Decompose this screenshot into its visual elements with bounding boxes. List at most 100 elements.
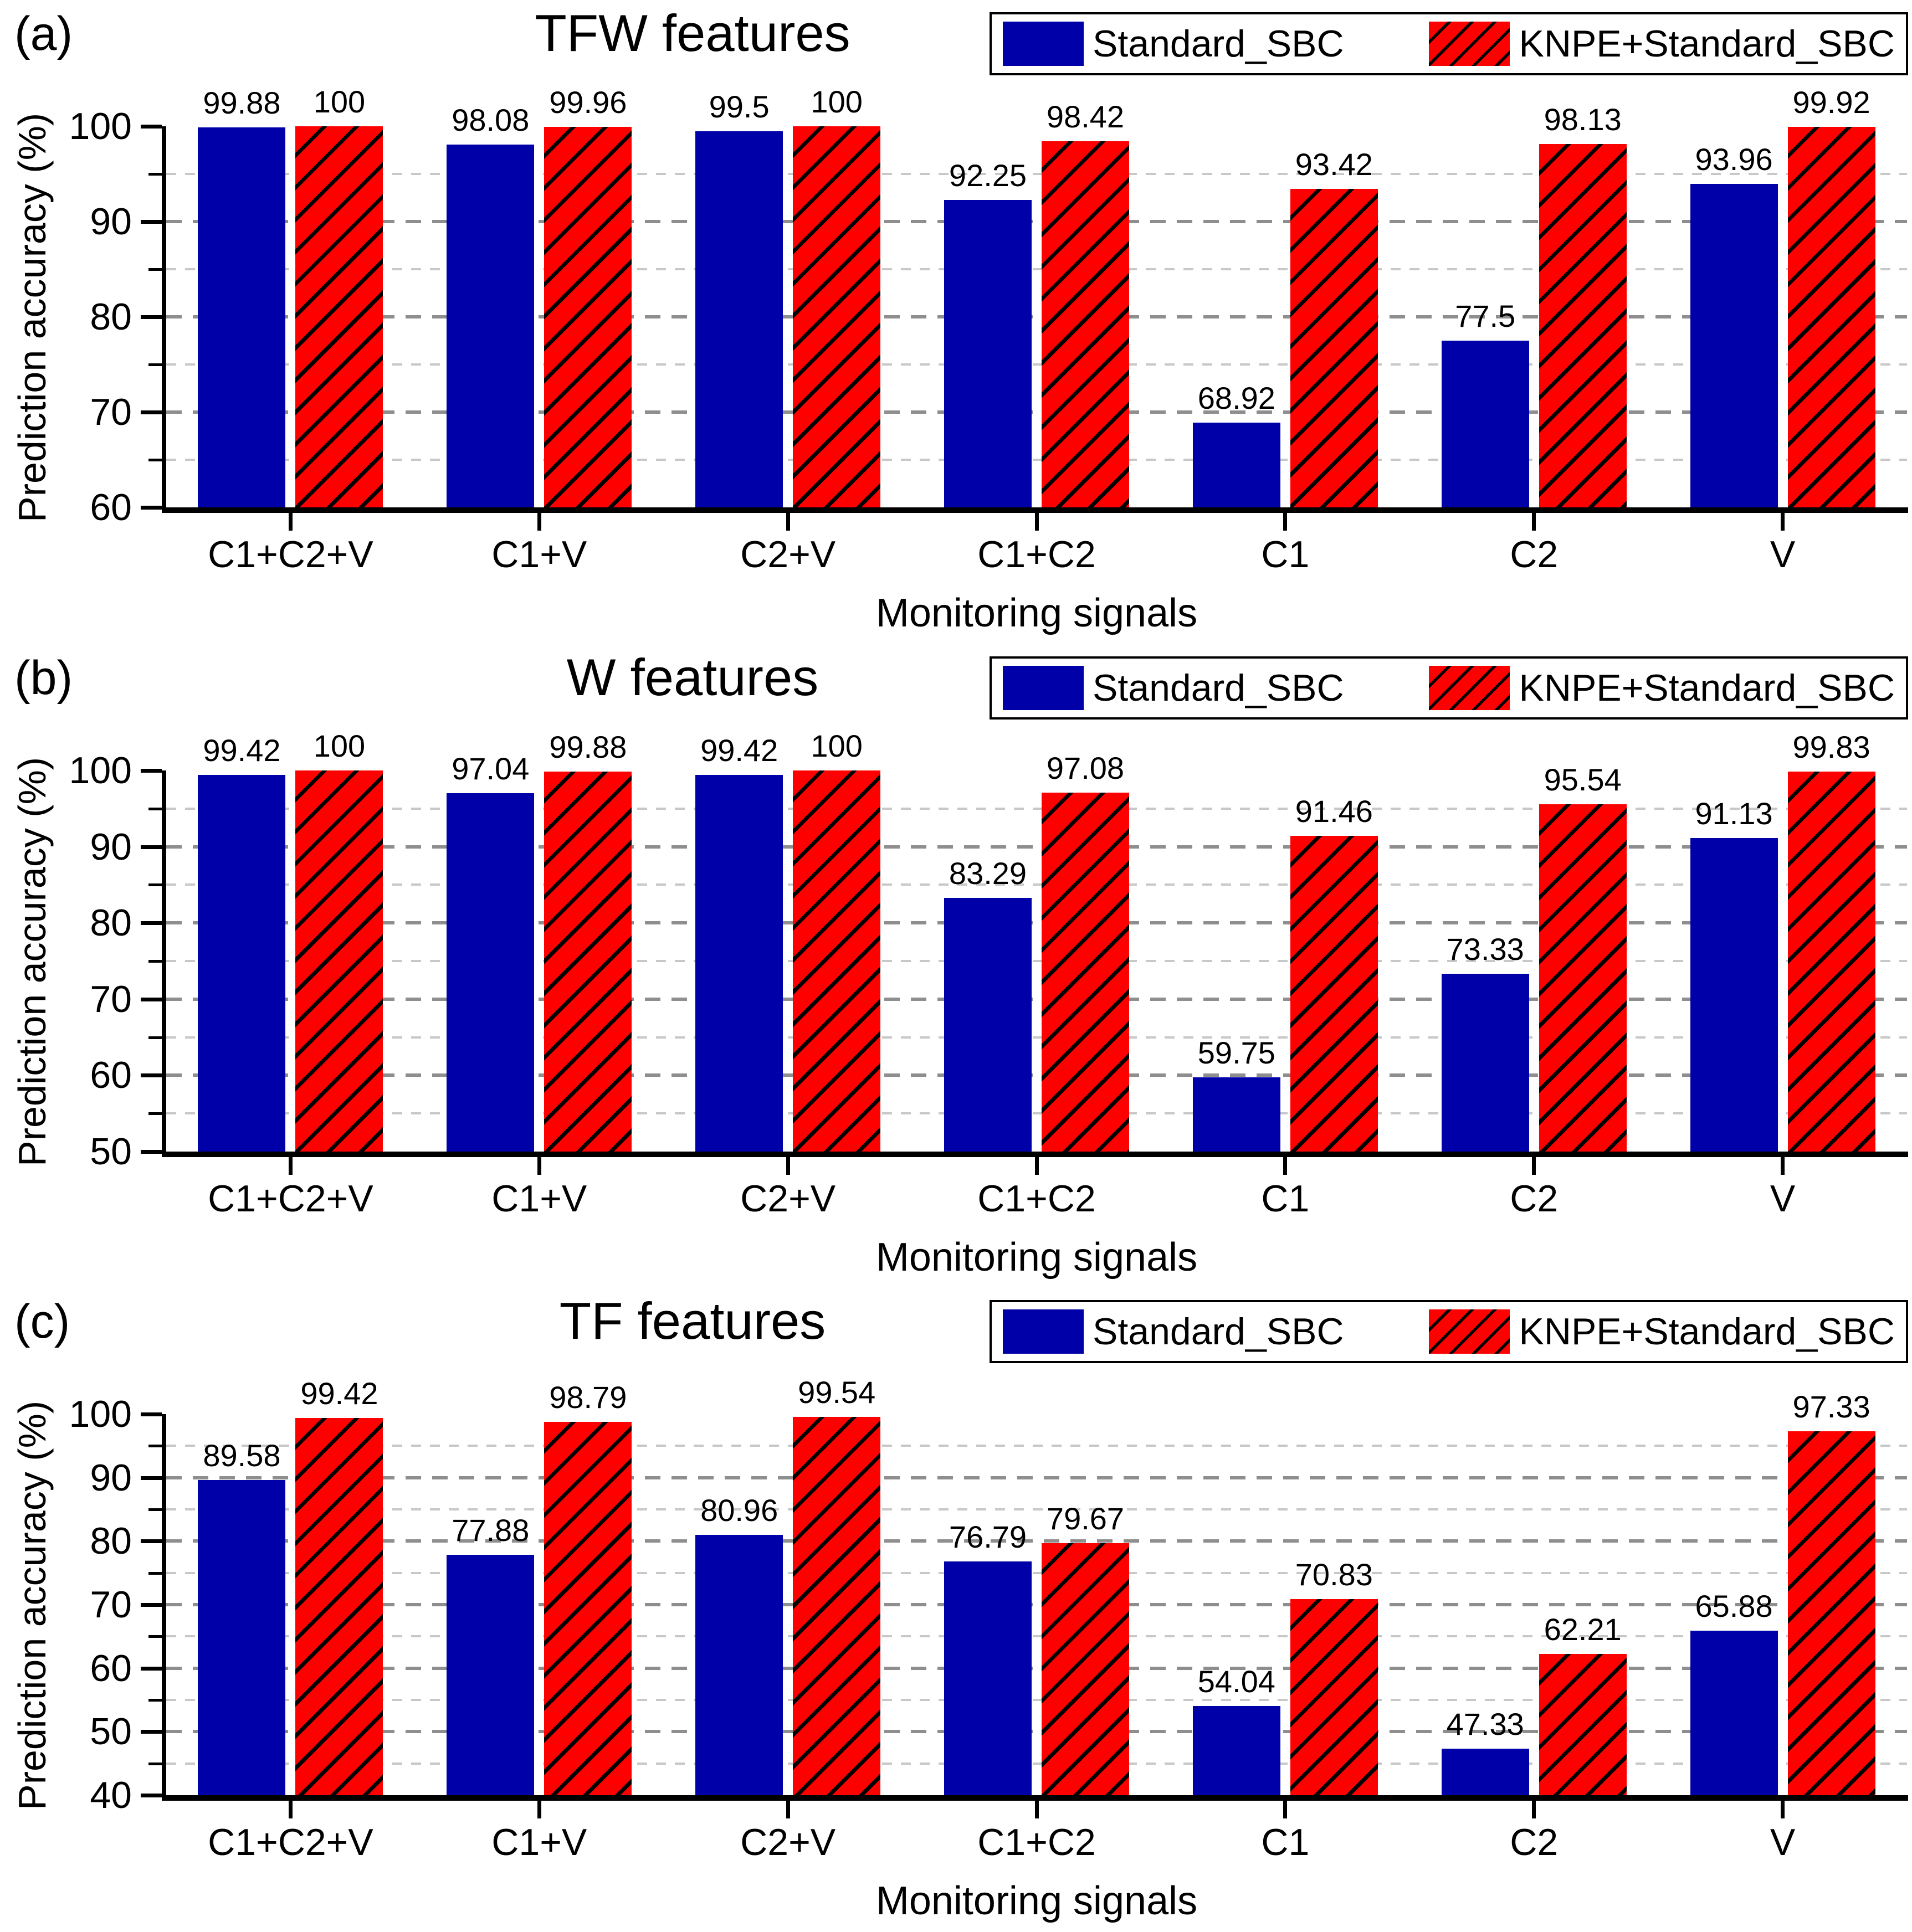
y-tick-minor (148, 1762, 162, 1765)
y-axis-title: Prediction accuracy (%) (11, 757, 54, 1167)
x-axis-spine (162, 507, 1908, 513)
y-tick-minor (148, 1445, 162, 1448)
legend-label: Standard_SBC (1093, 667, 1344, 709)
bar-value-label: 62.21 (1544, 1612, 1622, 1647)
bar-value-label: 99.88 (549, 729, 627, 764)
y-tick-major (141, 125, 162, 129)
bar-value-label: 99.83 (1792, 729, 1870, 765)
bar-value-label: 91.13 (1695, 796, 1773, 831)
bar-value-label: 97.33 (1792, 1389, 1870, 1424)
y-tick-major (141, 1412, 162, 1416)
bar-knpe-standard-sbc (544, 126, 632, 507)
x-category-label: C2 (1510, 1178, 1559, 1220)
bar-knpe-standard-sbc (793, 770, 881, 1152)
gridline-minor (166, 1445, 1907, 1447)
bar-value-label: 95.54 (1544, 762, 1622, 798)
gridline-major (166, 1666, 1907, 1670)
y-tick-minor (148, 268, 162, 271)
plot-area-a: 99.88 100 98.08 99.96 99.5 100 92.25 98.42 68.92… (166, 84, 1907, 507)
bar-value-label: 99.42 (203, 732, 281, 768)
x-category-label: C1+C2 (977, 1178, 1096, 1220)
y-tick-minor (148, 1699, 162, 1702)
y-tick-major (141, 506, 162, 510)
bar-value-label: 47.33 (1446, 1706, 1524, 1741)
bar-knpe-standard-sbc (1539, 804, 1627, 1152)
bar-value-label: 99.42 (300, 1375, 378, 1411)
y-tick-label: 100 (69, 749, 132, 792)
y-tick-label: 90 (90, 201, 132, 243)
y-tick-major (141, 220, 162, 224)
bar-knpe-standard-sbc (1787, 1431, 1875, 1795)
bar-knpe-standard-sbc (1290, 835, 1378, 1152)
bar-value-label: 98.79 (549, 1379, 627, 1415)
bar-value-label: 65.88 (1695, 1589, 1773, 1624)
x-tick (1283, 513, 1288, 531)
x-tick (537, 513, 541, 531)
bar-standard-sbc (1192, 1706, 1280, 1795)
chart-panel-a: (a) TFW features Standard_SBC KNPE+Standard… (0, 0, 1912, 644)
y-tick-label: 60 (90, 1647, 132, 1689)
gridline-major (166, 410, 1907, 414)
bar-value-label: 70.83 (1295, 1557, 1373, 1592)
bar-knpe-standard-sbc (1290, 189, 1378, 507)
bar-standard-sbc (944, 897, 1032, 1152)
x-category-label: C2+V (740, 1178, 836, 1220)
legend-label: KNPE+Standard_SBC (1519, 667, 1895, 709)
y-tick-label: 50 (90, 1710, 132, 1753)
legend-swatch-standard-sbc (1003, 22, 1084, 66)
x-category-label: C2 (1510, 1821, 1559, 1863)
y-tick-major (141, 845, 162, 849)
y-tick-major (141, 410, 162, 414)
bar-knpe-standard-sbc (1787, 127, 1875, 507)
bar-value-label: 97.04 (452, 751, 530, 786)
gridline-minor (166, 1508, 1907, 1510)
x-axis-title: Monitoring signals (875, 591, 1198, 635)
y-tick-label: 80 (90, 1520, 132, 1563)
x-tick (1781, 1801, 1785, 1818)
x-tick (1532, 513, 1536, 531)
x-category-label: C2 (1510, 533, 1559, 576)
bar-knpe-standard-sbc (1787, 772, 1875, 1152)
bar-knpe-standard-sbc (544, 1421, 632, 1795)
bar-standard-sbc (944, 1561, 1032, 1795)
y-tick-major (141, 315, 162, 319)
y-tick-minor (148, 459, 162, 461)
y-tick-label: 80 (90, 296, 132, 338)
bar-value-label: 98.13 (1544, 102, 1622, 137)
bar-value-label: 73.33 (1446, 931, 1524, 967)
y-tick-major (141, 1539, 162, 1544)
x-category-label: C1+V (491, 1178, 587, 1220)
bar-standard-sbc (1192, 1077, 1280, 1152)
y-tick-major (141, 1730, 162, 1734)
legend: Standard_SBC KNPE+Standard_SBC (990, 656, 1908, 720)
gridline-major (166, 1073, 1907, 1077)
x-category-label: C1+C2 (977, 1821, 1096, 1863)
bar-value-label: 59.75 (1197, 1035, 1275, 1070)
x-tick (1283, 1801, 1288, 1818)
y-tick-major (141, 1603, 162, 1607)
bar-standard-sbc (1441, 341, 1529, 507)
gridline-major (166, 1730, 1907, 1734)
bar-value-label: 99.92 (1792, 85, 1870, 120)
bar-knpe-standard-sbc (295, 126, 383, 507)
bar-value-label: 97.08 (1046, 751, 1125, 786)
y-tick-label: 50 (90, 1131, 132, 1173)
chart-title-b: W features (566, 648, 819, 706)
legend-label: Standard_SBC (1093, 23, 1344, 65)
y-tick-label: 60 (90, 1054, 132, 1097)
bar-standard-sbc (695, 774, 783, 1152)
y-tick-major (141, 1150, 162, 1154)
bar-knpe-standard-sbc (1290, 1599, 1378, 1795)
y-axis-spine (162, 126, 166, 513)
x-tick (537, 1157, 541, 1175)
y-tick-label: 100 (69, 105, 132, 147)
x-tick (1283, 1157, 1288, 1175)
bar-knpe-standard-sbc (1042, 1543, 1129, 1795)
y-tick-major (141, 921, 162, 926)
bar-knpe-standard-sbc (1539, 144, 1627, 507)
gridline-minor (166, 960, 1907, 962)
bar-value-label: 99.54 (798, 1375, 876, 1410)
x-tick (786, 513, 790, 531)
gridline-minor (166, 807, 1907, 810)
bar-knpe-standard-sbc (295, 770, 383, 1152)
